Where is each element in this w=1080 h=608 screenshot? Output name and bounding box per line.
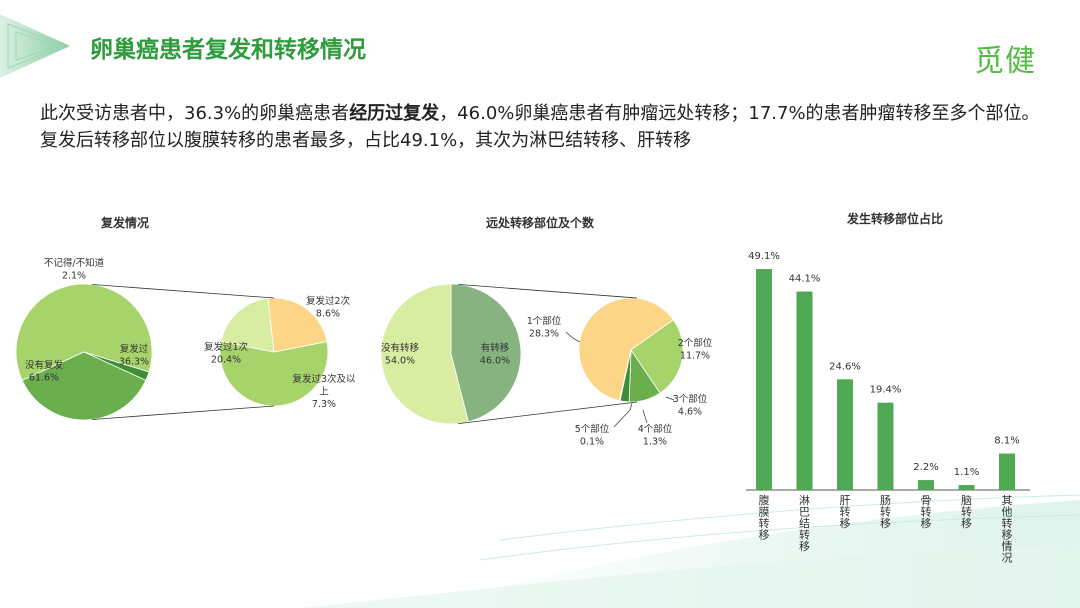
metastasis-site-bar-chart: 49.1% 腹膜转移 44.1% 淋巴结转移 24.6% 肝转移 19.4% 肠转移 2.2% 骨… (746, 251, 1030, 565)
bar-value-label-7: 8.1% (994, 436, 1019, 447)
breakdown-slice-five-sites (618, 349, 632, 402)
breakdown-slice-two-sites (630, 319, 684, 394)
leader-line-five-sites (613, 402, 633, 428)
category-label-4: 肠转移 (880, 494, 891, 530)
connector-line-top (92, 284, 275, 299)
title-arrow-icon (0, 14, 70, 78)
label-three-sites: 3个部位 4.6% (673, 393, 708, 418)
pie-slice-has-metastasis (450, 283, 522, 423)
breakdown-slice-3 (220, 297, 275, 353)
label-one-site: 1个部位 28.3% (527, 315, 562, 340)
category-label-1: 腹膜转移 (759, 493, 770, 542)
connector-line-bottom (458, 401, 638, 425)
leader-line-three-sites (665, 396, 675, 401)
bar-value-label-5: 2.2% (913, 462, 938, 473)
connector-line-bottom (92, 405, 275, 420)
category-label-5: 骨转移 (921, 494, 932, 530)
chart2-title: 远处转移部位及个数 (485, 216, 594, 230)
breakdown-slice-one-site (578, 297, 674, 402)
bar-4 (877, 402, 894, 490)
bar-value-label-4: 19.4% (870, 385, 902, 396)
page-title: 卵巢癌患者复发和转移情况 (90, 37, 366, 63)
bar-value-label-6: 1.1% (954, 467, 979, 478)
leader-line-one-site (565, 331, 581, 343)
bar-5 (918, 480, 934, 490)
category-label-6: 脑转移 (961, 494, 972, 530)
chart1-title: 复发情况 (100, 216, 149, 230)
connector-line-top (458, 283, 638, 299)
summary-text: 此次受访患者中，36.3%的卵巢癌患者经历过复发，46.0%卵巢癌患者有肿瘤远处… (40, 100, 1050, 154)
pie-slice-recurred (21, 351, 147, 421)
bar-value-label-3: 24.6% (829, 361, 861, 372)
leader-line-four-sites (642, 409, 648, 424)
bar-3 (837, 379, 853, 490)
bar-6 (958, 485, 975, 490)
label-recurred: 复发过 36.3% (119, 343, 149, 368)
label-four-sites: 4个部位 1.3% (638, 423, 673, 448)
label-no-recurrence: 没有复发 61.6% (25, 359, 64, 384)
label-two-sites: 2个部位 11.7% (678, 337, 713, 362)
label-recurred-3plus: 复发过3次及以上 7.3% (292, 373, 356, 410)
label-recurred-once: 复发过1次 20.4% (204, 341, 249, 366)
bar-1 (756, 269, 772, 490)
metastasis-pie-chart: 没有转移 54.0% 有转移 46.0% 1个部位 28.3% 2个部位 11.7% 3个部位 4… (380, 283, 713, 448)
label-dont-know: 不记得/不知道 2.1% (44, 257, 105, 282)
summary-part-2: ，46.0%卵巢癌患者有肿瘤远处转移；17.7%的患者肿瘤转移至多个部位。复发后… (40, 103, 1040, 151)
bar-2 (796, 291, 813, 490)
label-recurred-twice: 复发过2次 8.6% (306, 295, 351, 320)
category-label-3: 肝转移 (840, 494, 851, 530)
bar-value-label-2: 44.1% (789, 274, 821, 285)
label-five-sites: 5个部位 0.1% (575, 423, 610, 448)
pie-slice-no-metastasis (380, 283, 469, 425)
brand-logo: 觅健 (974, 44, 1036, 79)
summary-highlight: 经历过复发 (349, 103, 440, 124)
label-has-metastasis: 有转移 46.0% (480, 342, 510, 367)
category-label-7: 其他转移情况 (1002, 494, 1013, 565)
recurrence-pie-chart: 不记得/不知道 2.1% 复发过 36.3% 没有复发 61.6% 复发过1次 20.4% 复发… (15, 257, 356, 421)
category-label-2: 淋巴结转移 (799, 494, 810, 553)
chart3-title: 发生转移部位占比 (846, 212, 943, 226)
summary-part-1: 此次受访患者中，36.3%的卵巢癌患者 (40, 103, 350, 124)
label-no-metastasis: 没有转移 54.0% (381, 342, 420, 367)
bar-7 (999, 453, 1015, 490)
pie-slice-no-recurrence (15, 283, 153, 381)
bar-value-label-1: 49.1% (748, 251, 780, 262)
